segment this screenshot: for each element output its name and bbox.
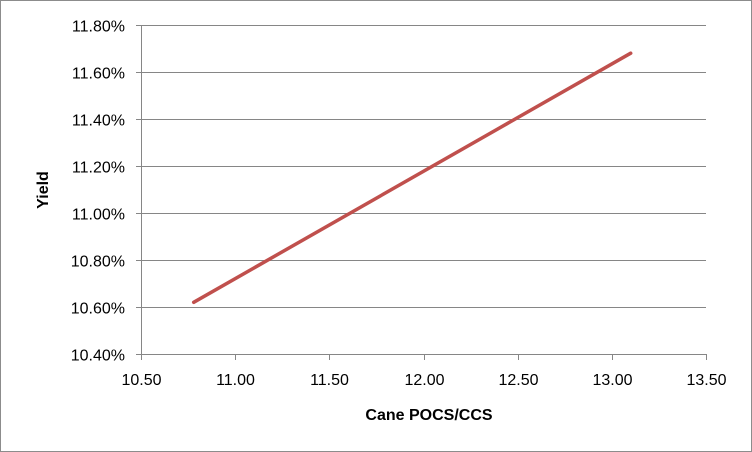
x-tick-label: 12.00: [404, 372, 444, 389]
series-layer: [191, 51, 633, 305]
y-tick-label: 10.60%: [71, 301, 125, 318]
y-tick-label: 11.20%: [72, 160, 125, 177]
x-tick-label: 10.50: [121, 372, 161, 389]
y-tick-label: 10.80%: [71, 254, 125, 271]
tick-labels: 10.40% 10.60% 10.80% 11.00% 11.20% 11.40% 11.6…: [71, 19, 727, 390]
y-axis-title: Yield: [35, 171, 52, 209]
y-tick-label: 10.40%: [71, 348, 125, 365]
series-line: [191, 51, 633, 305]
y-tick-label: 11.40%: [72, 113, 125, 130]
y-tick-label: 11.80%: [72, 19, 125, 36]
axes: [136, 25, 707, 360]
x-tick-label: 13.00: [592, 372, 632, 389]
y-tick-label: 11.00%: [72, 207, 125, 224]
x-tick-label: 13.50: [686, 372, 726, 389]
x-axis-title: Cane POCS/CCS: [365, 407, 492, 424]
x-tick-label: 11.00: [216, 372, 255, 389]
y-tick-label: 11.60%: [72, 66, 125, 83]
x-tick-label: 11.50: [310, 372, 349, 389]
gridlines: [141, 25, 706, 308]
x-tick-label: 12.50: [498, 372, 538, 389]
